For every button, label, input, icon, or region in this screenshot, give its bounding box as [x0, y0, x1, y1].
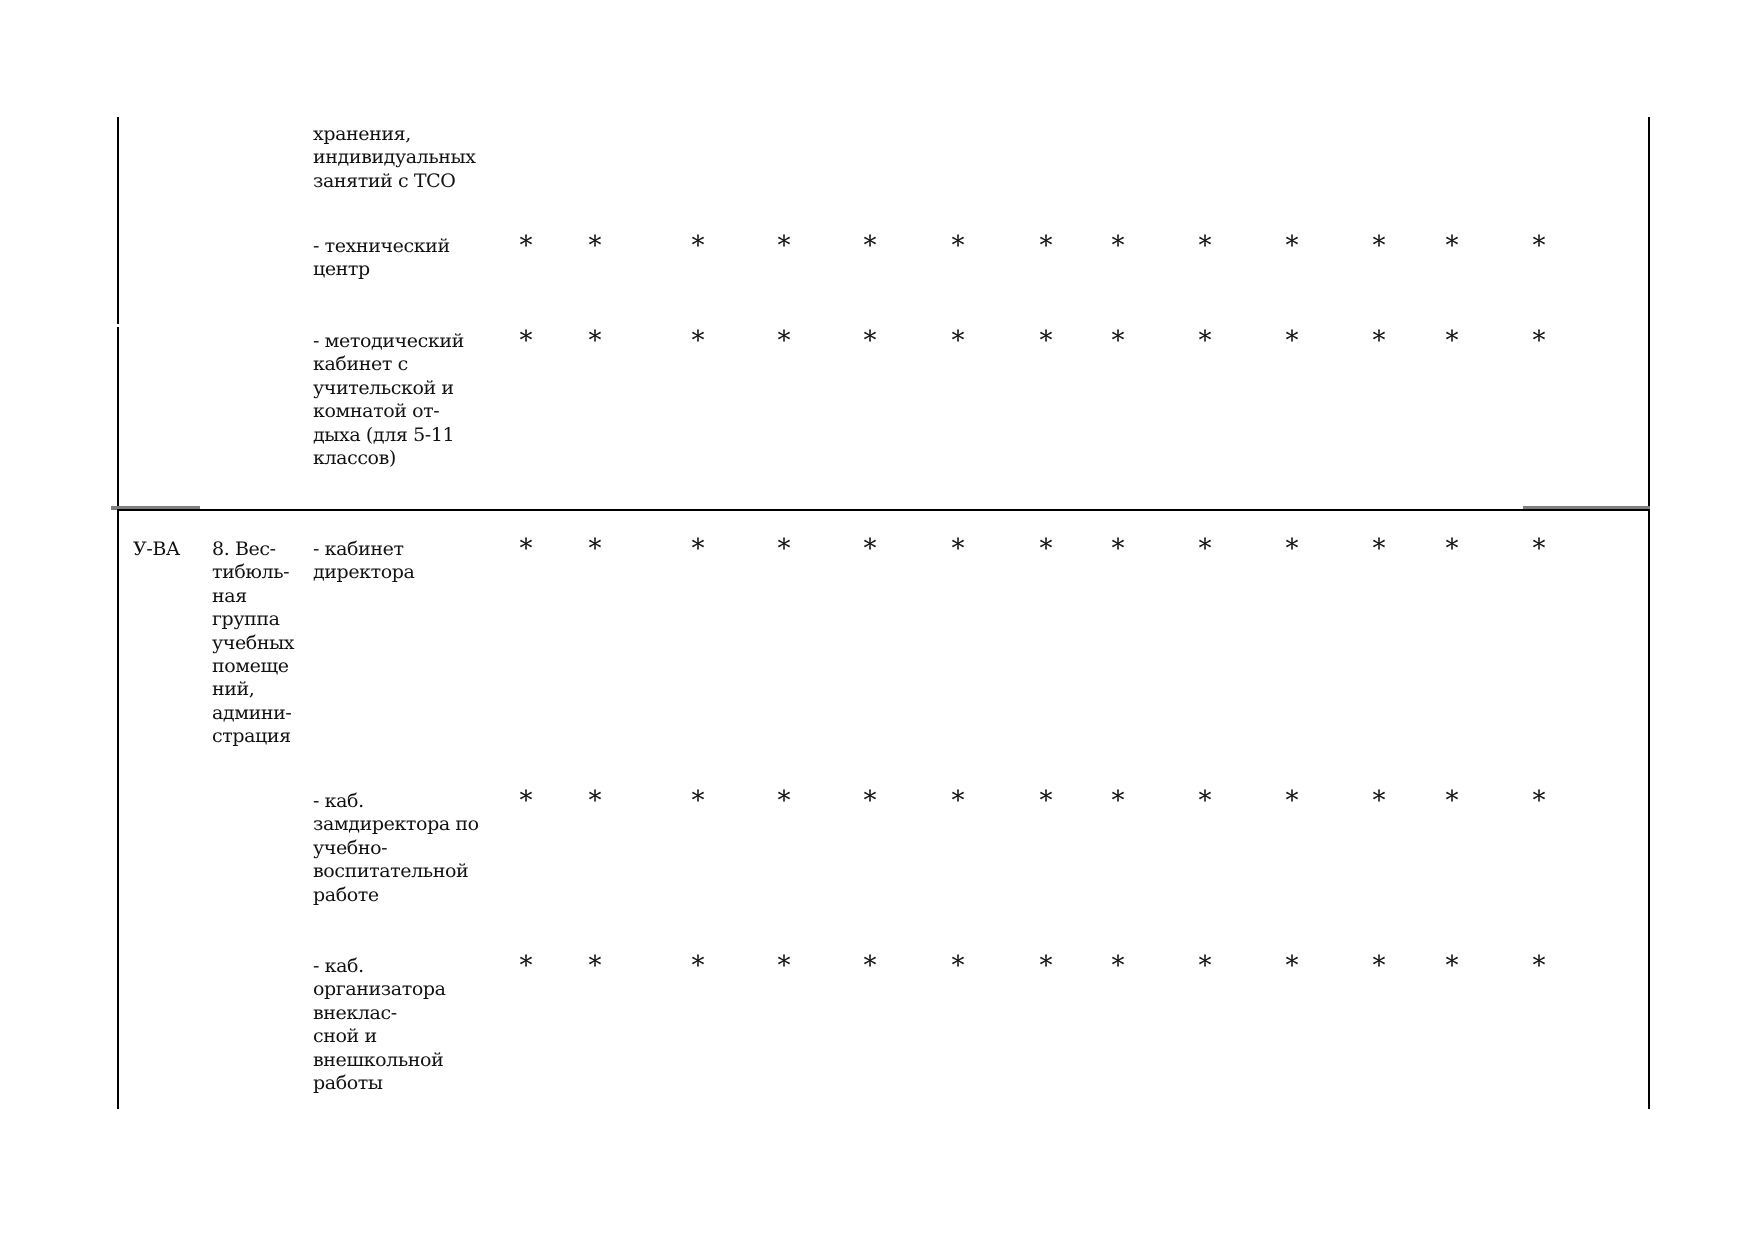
star-mark: *: [588, 534, 602, 564]
star-mark: *: [1198, 534, 1212, 564]
star-mark: *: [588, 951, 602, 981]
star-mark: *: [1285, 326, 1299, 356]
star-mark: *: [1198, 326, 1212, 356]
star-mark: *: [691, 326, 705, 356]
star-mark: *: [1039, 786, 1053, 816]
star-mark: *: [1372, 534, 1386, 564]
star-mark: *: [951, 534, 965, 564]
star-mark: *: [863, 951, 877, 981]
star-mark: *: [777, 326, 791, 356]
star-mark: *: [519, 786, 533, 816]
star-mark: *: [951, 951, 965, 981]
cell-group: У-ВА: [133, 538, 180, 560]
star-mark: *: [691, 231, 705, 261]
table-border-left-upper: [117, 117, 119, 324]
star-mark: *: [519, 326, 533, 356]
star-mark: *: [1372, 231, 1386, 261]
star-mark: *: [588, 231, 602, 261]
section-divider: [117, 509, 1650, 511]
star-mark: *: [1372, 326, 1386, 356]
star-mark: *: [1198, 786, 1212, 816]
cell-room: - кабинет директора: [313, 538, 415, 584]
star-mark: *: [1111, 231, 1125, 261]
table-border-right: [1648, 117, 1650, 1109]
star-mark: *: [777, 786, 791, 816]
star-mark: *: [863, 786, 877, 816]
cell-subgroup: 8. Вес- тибюль- ная группа учебных помещ…: [212, 538, 295, 748]
star-mark: *: [863, 534, 877, 564]
star-mark: *: [1532, 231, 1546, 261]
cell-room: - каб. замдиректора по учебно- воспитате…: [313, 790, 479, 906]
star-mark: *: [1532, 786, 1546, 816]
star-mark: *: [777, 231, 791, 261]
star-mark: *: [1039, 326, 1053, 356]
star-mark: *: [1111, 786, 1125, 816]
star-mark: *: [777, 951, 791, 981]
star-mark: *: [1039, 231, 1053, 261]
star-mark: *: [1285, 534, 1299, 564]
star-mark: *: [519, 534, 533, 564]
star-mark: *: [1198, 231, 1212, 261]
star-mark: *: [1111, 534, 1125, 564]
star-mark: *: [1111, 951, 1125, 981]
star-mark: *: [1285, 951, 1299, 981]
table-border-left-lower: [117, 327, 119, 1109]
cell-room: - каб. организатора внеклас- сной и внеш…: [313, 955, 446, 1095]
star-mark: *: [1445, 231, 1459, 261]
star-mark: *: [691, 951, 705, 981]
star-mark: *: [1198, 951, 1212, 981]
star-mark: *: [1039, 951, 1053, 981]
star-mark: *: [1532, 951, 1546, 981]
star-mark: *: [588, 786, 602, 816]
star-mark: *: [519, 231, 533, 261]
section-divider-gray-right: [1523, 506, 1650, 510]
star-mark: *: [691, 786, 705, 816]
star-mark: *: [863, 326, 877, 356]
star-mark: *: [1372, 786, 1386, 816]
star-mark: *: [951, 326, 965, 356]
star-mark: *: [1285, 786, 1299, 816]
star-mark: *: [1445, 534, 1459, 564]
star-mark: *: [691, 534, 705, 564]
star-mark: *: [519, 951, 533, 981]
star-mark: *: [1445, 786, 1459, 816]
cell-room: - технический центр: [313, 235, 450, 281]
star-mark: *: [588, 326, 602, 356]
cell-room: - методический кабинет с учительской и к…: [313, 330, 464, 470]
star-mark: *: [777, 534, 791, 564]
star-mark: *: [1372, 951, 1386, 981]
star-mark: *: [1039, 534, 1053, 564]
cell-room: хранения, индивидуальных занятий с ТСО: [313, 123, 476, 192]
star-mark: *: [863, 231, 877, 261]
section-divider-gray-left: [111, 506, 200, 510]
star-mark: *: [1111, 326, 1125, 356]
star-mark: *: [1532, 534, 1546, 564]
star-mark: *: [951, 231, 965, 261]
star-mark: *: [1445, 951, 1459, 981]
star-mark: *: [951, 786, 965, 816]
star-mark: *: [1532, 326, 1546, 356]
star-mark: *: [1445, 326, 1459, 356]
star-mark: *: [1285, 231, 1299, 261]
